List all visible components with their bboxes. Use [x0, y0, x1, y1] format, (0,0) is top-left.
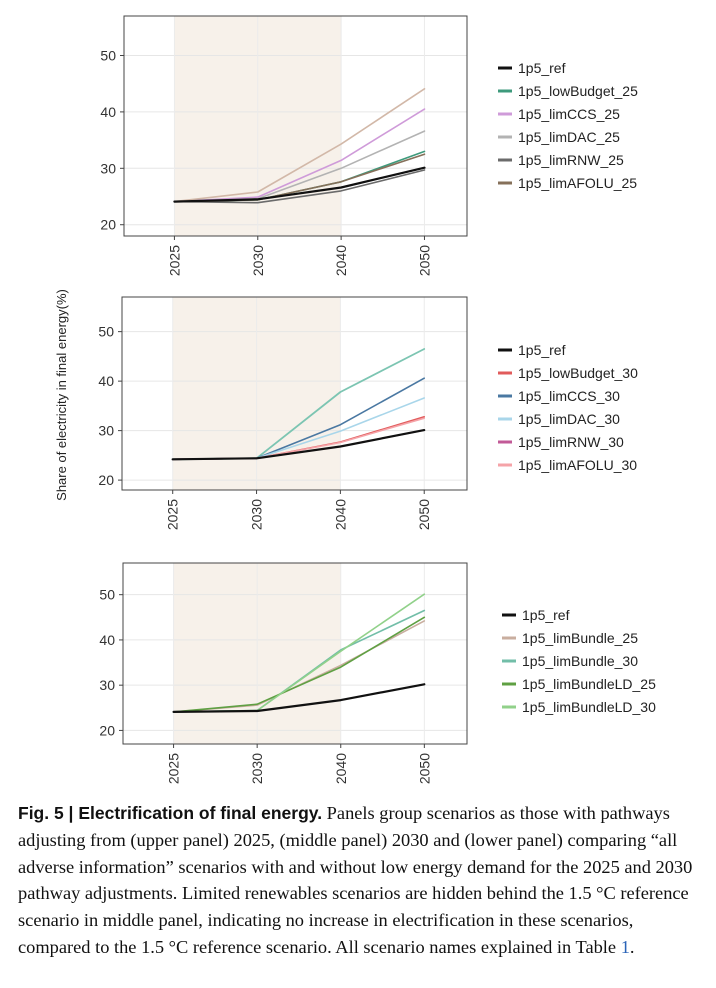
y-tick-label: 20 [100, 217, 116, 233]
legend-label: 1p5_limBundleLD_30 [522, 699, 656, 715]
legend-label: 1p5_limCCS_30 [518, 388, 620, 404]
legend-label: 1p5_lowBudget_25 [518, 83, 638, 99]
table-reference-link[interactable]: 1 [620, 936, 630, 957]
y-tick-label: 40 [98, 373, 114, 389]
plot-frame [121, 296, 468, 491]
x-tick-label: 2040 [332, 499, 348, 530]
series-line [173, 166, 426, 203]
legend-label: 1p5_lowBudget_30 [518, 365, 638, 381]
series-line [172, 616, 426, 713]
y-tick-label: 20 [98, 472, 114, 488]
x-tick-label: 2025 [165, 499, 181, 530]
legend: 1p5_ref 1p5_lowBudget_30 1p5_limCCS_30 1p5_… [498, 342, 638, 473]
x-tick-label: 2050 [416, 499, 432, 530]
plot-frame [123, 15, 468, 237]
caption-text: Panels group scenarios as those with pat… [18, 803, 693, 957]
series-line [173, 169, 426, 204]
y-axis-label: Share of electricity in final energy(%) [54, 289, 69, 501]
caption-label: Fig. 5 | Electrification of final energy… [18, 803, 323, 823]
legend-label: 1p5_limBundle_25 [522, 630, 638, 646]
legend-label: 1p5_limDAC_30 [518, 411, 620, 427]
legend-label: 1p5_limAFOLU_30 [518, 457, 637, 473]
x-tick-label: 2040 [333, 245, 349, 276]
y-tick-label: 50 [99, 587, 115, 603]
x-tick-label: 2030 [250, 245, 266, 276]
y-tick-label: 50 [98, 324, 114, 340]
series-line [172, 683, 426, 714]
x-tick-label: 2030 [249, 753, 265, 784]
y-tick-label: 30 [98, 423, 114, 439]
legend: 1p5_ref 1p5_lowBudget_25 1p5_limCCS_25 1p5_… [498, 60, 638, 191]
x-tick-label: 2050 [416, 753, 432, 784]
x-tick-label: 2040 [333, 753, 349, 784]
y-tick-label: 40 [99, 632, 115, 648]
x-tick-label: 2025 [166, 753, 182, 784]
y-tick-label: 20 [99, 722, 115, 738]
y-tick-label: 30 [100, 160, 116, 176]
legend-label: 1p5_limDAC_25 [518, 129, 620, 145]
caption-text-end: . [629, 936, 635, 957]
series-line [173, 88, 426, 203]
y-tick-label: 50 [100, 47, 116, 63]
series-line [171, 429, 426, 461]
legend-label: 1p5_limAFOLU_25 [518, 175, 637, 191]
legend-label: 1p5_limBundle_30 [522, 653, 638, 669]
legend-label: 1p5_limBundleLD_25 [522, 676, 656, 692]
legend: 1p5_ref 1p5_limBundle_25 1p5_limBundle_30 1… [502, 607, 656, 715]
y-tick-label: 30 [99, 677, 115, 693]
x-tick-label: 2050 [416, 245, 432, 276]
x-tick-label: 2025 [166, 245, 182, 276]
legend-label: 1p5_ref [518, 342, 566, 358]
x-tick-label: 2030 [249, 499, 265, 530]
legend-label: 1p5_limRNW_25 [518, 152, 624, 168]
legend-label: 1p5_ref [522, 607, 570, 623]
legend-label: 1p5_limCCS_25 [518, 106, 620, 122]
figure-caption: Fig. 5 | Electrification of final energy… [18, 800, 708, 961]
plot-frame [122, 562, 468, 745]
legend-label: 1p5_limRNW_30 [518, 434, 624, 450]
y-tick-label: 40 [100, 104, 116, 120]
legend-label: 1p5_ref [518, 60, 566, 76]
